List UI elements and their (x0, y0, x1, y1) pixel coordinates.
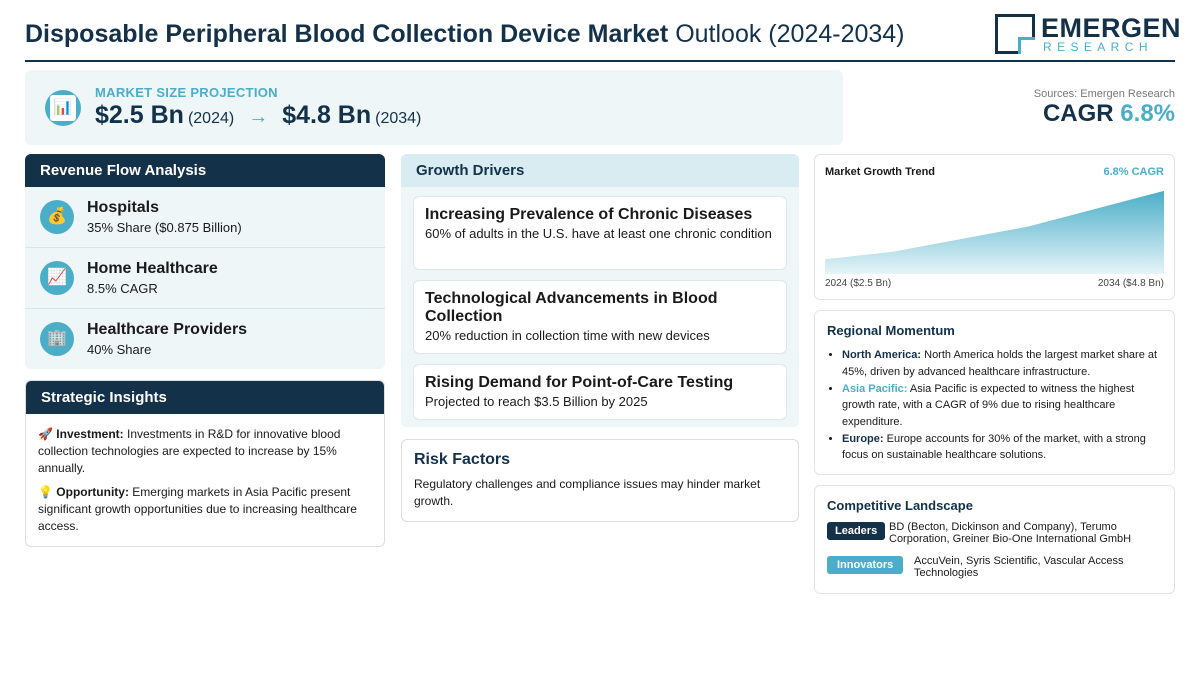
projection-end-value: $4.8 Bn (282, 101, 372, 129)
leaders-row: Leaders BD (Becton, Dickinson and Compan… (827, 521, 1162, 547)
driver-text: Projected to reach $3.5 Billion by 2025 (425, 394, 648, 409)
logo-name: EMERGEN (1041, 13, 1182, 43)
revenue-flow-heading: Revenue Flow Analysis (25, 154, 385, 187)
innovators-badge: Innovators (827, 556, 904, 574)
revenue-item-sub: 35% Share ($0.875 Billion) (87, 220, 242, 235)
revenue-item-home-healthcare: 📈 Home Healthcare 8.5% CAGR (25, 248, 385, 309)
driver-title: Rising Demand for Point-of-Care Testing (425, 374, 734, 391)
regional-momentum-panel: Regional Momentum North America: North A… (814, 310, 1175, 475)
driver-text: 20% reduction in collection time with ne… (425, 328, 710, 343)
projection-start-year: (2024) (187, 110, 235, 127)
lightbulb-icon: 💡 (38, 485, 53, 499)
competitive-landscape-heading: Competitive Landscape (827, 498, 973, 513)
risk-factors-heading: Risk Factors (414, 451, 511, 468)
trend-up-icon: 📈 (40, 261, 74, 295)
revenue-item-title: Hospitals (87, 199, 160, 216)
projection-label: MARKET SIZE PROJECTION (95, 85, 278, 100)
region-text: Asia Pacific is expected to witness the … (842, 382, 1135, 428)
page-header: Disposable Peripheral Blood Collection D… (25, 12, 1181, 62)
growth-area-chart (825, 190, 1164, 274)
page-title: Disposable Peripheral Blood Collection D… (25, 20, 905, 49)
risk-factors-panel: Risk Factors Regulatory challenges and c… (401, 439, 799, 522)
arrow-right-icon: → (248, 106, 269, 128)
list-item: Europe: Europe accounts for 30% of the m… (842, 431, 1162, 464)
trend-title: Market Growth Trend (825, 166, 936, 178)
driver-card: Increasing Prevalence of Chronic Disease… (413, 196, 787, 270)
strategic-insights-heading: Strategic Insights (26, 381, 384, 414)
insight-opportunity: 💡 Opportunity: Emerging markets in Asia … (38, 484, 372, 535)
driver-title: Technological Advancements in Blood Coll… (425, 290, 718, 325)
trend-cagr-label: 6.8% CAGR (1103, 166, 1164, 178)
innovators-row: Innovators AccuVein, Syris Scientific, V… (827, 555, 1162, 581)
insight-label: Investment: (56, 427, 124, 441)
innovators-text: AccuVein, Syris Scientific, Vascular Acc… (914, 555, 1124, 579)
cagr-label: CAGR (1042, 100, 1114, 127)
page-title-bold: Disposable Peripheral Blood Collection D… (25, 20, 669, 48)
sources-text: Sources: Emergen Research (1033, 88, 1175, 100)
page-title-rest: Outlook (2024-2034) (675, 20, 905, 48)
market-growth-trend-panel: Market Growth Trend 6.8% CAGR 2024 ($2.5… (814, 154, 1175, 300)
cagr-display: CAGR 6.8% (1043, 100, 1175, 128)
list-item: Asia Pacific: Asia Pacific is expected t… (842, 381, 1162, 431)
risk-factors-text: Regulatory challenges and compliance iss… (414, 477, 761, 508)
region-text: Europe accounts for 30% of the market, w… (842, 432, 1146, 462)
growth-drivers-heading: Growth Drivers (401, 154, 799, 187)
region-name: Europe: (842, 432, 884, 445)
strategic-insights-panel: Strategic Insights 🚀 Investment: Investm… (25, 380, 385, 547)
list-item: North America: North America holds the l… (842, 347, 1162, 380)
regional-list: North America: North America holds the l… (827, 347, 1162, 464)
revenue-item-hospitals: 💰 Hospitals 35% Share ($0.875 Billion) (25, 187, 385, 248)
rocket-icon: 🚀 (38, 427, 53, 441)
projection-start-value: $2.5 Bn (95, 101, 184, 129)
insight-text: Emerging markets in Asia Pacific present… (38, 485, 357, 533)
trend-x-end-label: 2034 ($4.8 Bn) (1097, 278, 1164, 289)
region-name: North America: (842, 349, 922, 361)
region-name: Asia Pacific: (842, 382, 908, 395)
insight-text: Investments in R&D for innovative blood … (38, 427, 341, 475)
revenue-item-sub: 8.5% CAGR (87, 281, 158, 296)
logo-subtitle: RESEARCH (1043, 40, 1153, 54)
growth-drivers-panel: Growth Drivers Increasing Prevalence of … (401, 154, 799, 427)
driver-text: 60% of adults in the U.S. have at least … (425, 226, 772, 241)
bar-chart-icon: 📊 (45, 90, 81, 126)
leaders-text: BD (Becton, Dickinson and Company), Teru… (889, 521, 1132, 545)
driver-card: Rising Demand for Point-of-Care Testing … (413, 364, 787, 420)
logo-mark-icon (995, 14, 1035, 54)
regional-momentum-heading: Regional Momentum (827, 323, 955, 338)
projection-values: $2.5 Bn (2024) → $4.8 Bn (2034) (95, 101, 421, 130)
market-size-projection: 📊 MARKET SIZE PROJECTION $2.5 Bn (2024) → $… (25, 70, 843, 145)
money-bag-icon: 💰 (40, 200, 74, 234)
insight-investment: 🚀 Investment: Investments in R&D for inn… (38, 426, 372, 477)
building-icon: 🏢 (40, 322, 74, 356)
projection-end-year: (2034) (375, 110, 422, 127)
emergen-logo: EMERGEN RESEARCH (995, 14, 1181, 56)
revenue-item-sub: 40% Share (87, 342, 152, 357)
leaders-badge: Leaders (827, 522, 886, 540)
trend-x-start-label: 2024 ($2.5 Bn) (825, 278, 892, 289)
revenue-flow-panel: Revenue Flow Analysis 💰 Hospitals 35% Sh… (25, 154, 385, 369)
revenue-item-title: Home Healthcare (87, 260, 218, 277)
region-text: North America holds the largest market s… (842, 349, 1158, 378)
growth-area (825, 190, 1164, 274)
driver-card: Technological Advancements in Blood Coll… (413, 280, 787, 354)
cagr-value: 6.8% (1120, 100, 1175, 127)
driver-title: Increasing Prevalence of Chronic Disease… (425, 206, 753, 223)
revenue-item-healthcare-providers: 🏢 Healthcare Providers 40% Share (25, 309, 385, 369)
competitive-landscape-panel: Competitive Landscape Leaders BD (Becton… (814, 485, 1175, 594)
revenue-item-title: Healthcare Providers (87, 321, 248, 338)
insight-label: Opportunity: (56, 485, 129, 499)
